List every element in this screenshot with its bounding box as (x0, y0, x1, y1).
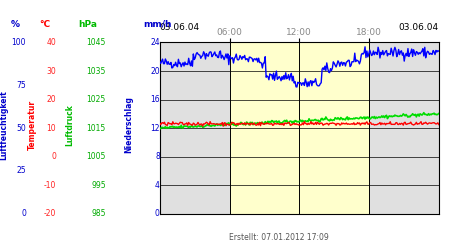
Text: 1015: 1015 (86, 124, 106, 132)
Text: 0: 0 (155, 209, 160, 218)
Text: -10: -10 (44, 181, 56, 190)
Text: 03.06.04: 03.06.04 (399, 23, 439, 32)
Text: 995: 995 (91, 181, 106, 190)
Bar (160, 42, 230, 214)
Text: 40: 40 (46, 38, 56, 47)
Text: 0: 0 (51, 152, 56, 161)
Text: 20: 20 (150, 66, 160, 76)
Text: 985: 985 (91, 209, 106, 218)
Text: Niederschlag: Niederschlag (124, 96, 133, 154)
Text: Luftfeuchtigkeit: Luftfeuchtigkeit (0, 90, 8, 160)
Text: 1025: 1025 (86, 95, 106, 104)
Text: 0: 0 (21, 209, 26, 218)
Text: Temperatur: Temperatur (28, 100, 37, 150)
Bar (230, 42, 369, 214)
Text: 75: 75 (16, 81, 26, 90)
Text: 100: 100 (12, 38, 26, 47)
Text: 8: 8 (155, 152, 160, 161)
Text: 4: 4 (155, 181, 160, 190)
Text: 1005: 1005 (86, 152, 106, 161)
Text: %: % (10, 20, 19, 29)
Text: 30: 30 (46, 66, 56, 76)
Text: °C: °C (40, 20, 50, 29)
Text: 12: 12 (150, 124, 160, 132)
Text: 20: 20 (47, 95, 56, 104)
Text: Luftdruck: Luftdruck (65, 104, 74, 146)
Text: hPa: hPa (78, 20, 97, 29)
Text: Erstellt: 07.01.2012 17:09: Erstellt: 07.01.2012 17:09 (229, 234, 329, 242)
Text: 24: 24 (150, 38, 160, 47)
Bar (369, 42, 439, 214)
Text: mm/h: mm/h (143, 20, 172, 29)
Text: 03.06.04: 03.06.04 (160, 23, 200, 32)
Text: 1035: 1035 (86, 66, 106, 76)
Text: 1045: 1045 (86, 38, 106, 47)
Text: 16: 16 (150, 95, 160, 104)
Text: 50: 50 (16, 124, 26, 132)
Text: 10: 10 (47, 124, 56, 132)
Text: -20: -20 (44, 209, 56, 218)
Text: 25: 25 (17, 166, 26, 175)
